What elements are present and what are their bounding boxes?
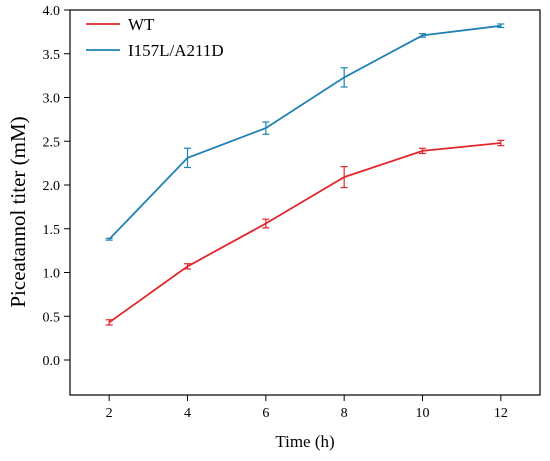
y-tick-label: 1.0: [43, 267, 61, 282]
series-line-1: [108, 24, 501, 240]
error-bar: [105, 319, 113, 326]
x-tick-label: 2: [106, 406, 113, 421]
legend-label: I157L/A211D: [128, 41, 224, 60]
x-tick-label: 4: [184, 406, 191, 421]
error-bar: [262, 121, 270, 135]
error-bar: [340, 166, 348, 189]
x-tick-label: 10: [416, 406, 430, 421]
y-tick-label: 4.0: [43, 4, 61, 19]
error-bar: [184, 147, 191, 169]
y-tick-label: 2.5: [43, 135, 61, 150]
y-tick-label: 2.0: [43, 179, 61, 194]
error-bar: [262, 218, 270, 229]
error-bar: [419, 147, 426, 155]
y-tick-label: 0.5: [43, 310, 61, 325]
error-bar: [340, 67, 348, 88]
legend-label: WT: [128, 15, 155, 34]
y-tick-label: 3.0: [43, 92, 61, 107]
error-bar: [105, 237, 113, 241]
x-axis-title: Time (h): [275, 432, 334, 451]
y-tick-label: 3.5: [43, 48, 61, 63]
error-bar: [497, 139, 505, 147]
y-tick-label: 1.5: [43, 223, 61, 238]
error-bar: [184, 263, 191, 270]
x-tick-label: 8: [341, 406, 348, 421]
plot-frame: [69, 9, 541, 396]
x-tick-label: 6: [262, 406, 269, 421]
x-tick-label: 12: [494, 406, 508, 421]
series-line-0: [108, 142, 501, 324]
y-tick-label: 0.0: [43, 354, 61, 369]
y-axis-title: Piceatannol titer (mM): [6, 116, 30, 307]
error-bar: [419, 33, 426, 38]
error-bar: [497, 23, 505, 29]
plot-area: 2 4 6 8 10 12 0.0 0.5 1.0 1.5 2.0 2.5 3.0 3.5 4.0 WT I15…: [43, 4, 541, 421]
